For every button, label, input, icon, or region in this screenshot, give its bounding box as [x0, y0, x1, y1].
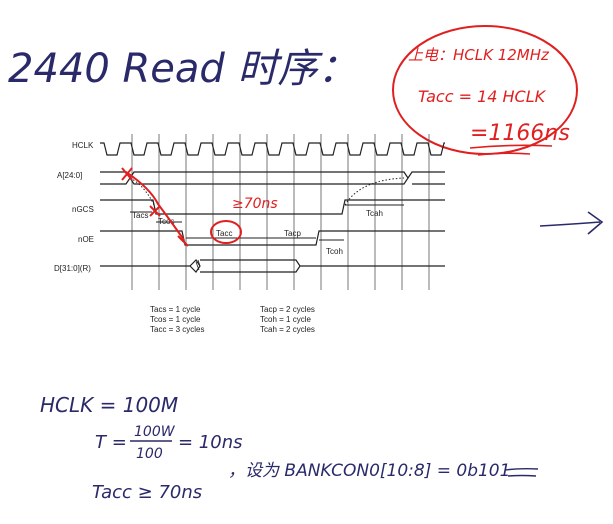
red-trace-line: [125, 171, 185, 241]
bottom-line-3a: Tacc ≥ 70ns: [92, 482, 202, 503]
timing-left-3: Tacc = 3 cycles: [150, 325, 204, 334]
red-cross-1: [121, 167, 133, 181]
label-tcah: Tcah: [366, 209, 383, 218]
timing-right-3: Tcah = 2 cycles: [260, 325, 315, 334]
label-tacc: Tacc: [216, 229, 232, 238]
note-line-1: 上电：HCLK 12MHz: [408, 46, 550, 64]
continue-arrow-icon: [539, 211, 604, 235]
signal-labels: HCLK A[24:0] nGCS nOE D[31:0](R): [54, 141, 94, 273]
clock-gridlines: [131, 134, 430, 290]
timing-legend: Tacs = 1 cycle Tcos = 1 cycle Tacc = 3 c…: [150, 305, 315, 334]
signal-noe: nOE: [78, 235, 94, 244]
label-tacs: Tacs: [132, 211, 148, 220]
data-hatch: [195, 259, 201, 271]
annotation-70ns: ≥70ns: [232, 196, 278, 212]
bottom-underline: [504, 467, 539, 477]
bottom-t-den: 100: [136, 446, 163, 462]
hclk-wave: [100, 142, 445, 156]
ngcs-wave: [100, 199, 445, 215]
timing-left-1: Tacs = 1 cycle: [150, 305, 201, 314]
data-wave: [100, 259, 445, 273]
signal-addr: A[24:0]: [57, 171, 82, 180]
red-tick: [177, 235, 189, 247]
timing-right-2: Tcoh = 1 cycle: [260, 315, 311, 324]
noe-wave: [100, 230, 445, 246]
page-title: 2440 Read 时序：: [8, 46, 358, 92]
interval-markers: [130, 204, 404, 241]
red-circle-tacc: [210, 220, 242, 244]
label-tcoh: Tcoh: [326, 247, 343, 256]
bottom-t-prefix: T =: [95, 432, 127, 453]
signal-ngcs: nGCS: [72, 205, 94, 214]
bottom-notes: HCLK = 100M T = 100W 100 = 10ns Tacc ≥ 7…: [40, 393, 539, 503]
note-underline: [469, 144, 553, 156]
red-cross-2: [149, 205, 161, 217]
dep-arrow-2: [344, 177, 405, 206]
signal-hclk: HCLK: [72, 141, 94, 150]
bottom-line-1: HCLK = 100M: [40, 393, 178, 417]
note-line-2: Tacc = 14 HCLK: [418, 87, 547, 106]
bottom-t-num: 100W: [134, 424, 176, 440]
red-annotation-marks: [121, 167, 242, 247]
label-tcos: Tcos: [158, 217, 174, 226]
bottom-line-3b: ，设为 BANKCON0[10:8] = 0b101: [228, 461, 510, 481]
timing-left-2: Tcos = 1 cycle: [150, 315, 201, 324]
label-tacp: Tacp: [284, 229, 301, 238]
timing-right-1: Tacp = 2 cycles: [260, 305, 315, 314]
note-line-3: =1166ns: [470, 121, 570, 146]
addr-wave: [100, 171, 445, 185]
bottom-t-result: = 10ns: [178, 432, 243, 453]
signal-data: D[31:0](R): [54, 264, 91, 273]
dependency-arrows: [129, 177, 405, 206]
